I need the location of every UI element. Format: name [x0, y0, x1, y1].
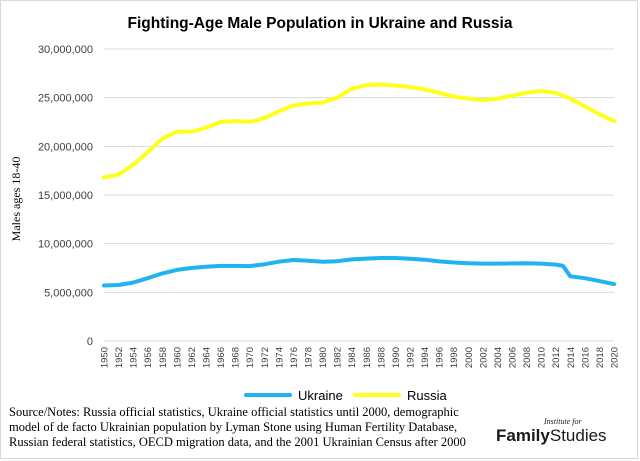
y-tick-label: 30,000,000 — [38, 44, 93, 56]
y-tick-label: 20,000,000 — [38, 141, 93, 153]
y-tick-label: 5,000,000 — [44, 287, 93, 299]
x-tick-label: 1986 — [362, 347, 373, 368]
y-tick-label: 25,000,000 — [38, 93, 93, 105]
x-tick-label: 1972 — [260, 347, 271, 368]
series-lines — [102, 82, 616, 288]
brand-name-light: Studies — [549, 426, 607, 445]
legend-label-ukraine: Ukraine — [298, 388, 343, 403]
series-line-ukraine — [102, 256, 616, 288]
y-axis-ticks: 0 5,000,000 10,000,000 15,000,000 20,000,000… — [38, 44, 93, 348]
x-tick-label: 1990 — [391, 347, 402, 368]
x-tick-label: 2004 — [493, 347, 504, 368]
x-tick-label: 2018 — [595, 347, 606, 368]
x-axis-ticks: 1950 1952 1954 1956 1958 1960 1962 1964 1966 1968… — [100, 347, 621, 368]
x-tick-label: 1958 — [158, 347, 169, 368]
x-tick-label: 1954 — [129, 347, 140, 368]
y-axis-label: Males ages 18-40 — [9, 157, 23, 242]
y-tick-label: 15,000,000 — [38, 190, 93, 202]
legend-label-russia: Russia — [407, 388, 448, 403]
x-tick-label: 2008 — [522, 347, 533, 368]
x-tick-label: 1976 — [289, 347, 300, 368]
x-tick-label: 2002 — [478, 347, 489, 368]
brand-name-bold: Family — [496, 426, 550, 445]
brand-prefix: Institute for — [544, 417, 582, 426]
x-tick-label: 1974 — [274, 347, 285, 368]
x-tick-label: 2020 — [610, 347, 621, 368]
x-tick-label: 1960 — [172, 347, 183, 368]
x-tick-label: 1968 — [231, 347, 242, 368]
x-tick-label: 1978 — [304, 347, 315, 368]
x-tick-label: 2012 — [551, 347, 562, 368]
x-tick-label: 1998 — [449, 347, 460, 368]
x-tick-label: 1996 — [435, 347, 446, 368]
y-tick-label: 10,000,000 — [38, 239, 93, 251]
x-tick-label: 2016 — [580, 347, 591, 368]
x-tick-label: 2010 — [537, 347, 548, 368]
legend: Ukraine Russia — [244, 388, 448, 403]
x-tick-label: 1964 — [202, 347, 213, 368]
brand-logo: Institute for FamilyStudies — [496, 417, 630, 457]
x-tick-label: 1952 — [114, 347, 125, 368]
x-tick-label: 1956 — [143, 347, 154, 368]
x-tick-label: 1980 — [318, 347, 329, 368]
x-tick-label: 2014 — [566, 347, 577, 368]
gridlines — [104, 48, 614, 342]
y-tick-label: 0 — [87, 336, 93, 348]
x-tick-label: 1984 — [347, 347, 358, 368]
x-tick-label: 1970 — [245, 347, 256, 368]
x-tick-label: 1966 — [216, 347, 227, 368]
x-tick-label: 1962 — [187, 347, 198, 368]
x-tick-label: 2000 — [464, 347, 475, 368]
brand-name: FamilyStudies — [496, 426, 607, 446]
x-tick-label: 2006 — [508, 347, 519, 368]
x-tick-label: 1994 — [420, 347, 431, 368]
source-note: Source/Notes: Russia official statistics… — [9, 405, 466, 449]
x-tick-label: 1950 — [100, 347, 111, 368]
x-tick-label: 1988 — [376, 347, 387, 368]
series-line-russia — [102, 82, 616, 180]
x-tick-label: 1992 — [406, 347, 417, 368]
chart-title: Fighting-Age Male Population in Ukraine … — [128, 15, 513, 32]
x-tick-label: 1982 — [333, 347, 344, 368]
